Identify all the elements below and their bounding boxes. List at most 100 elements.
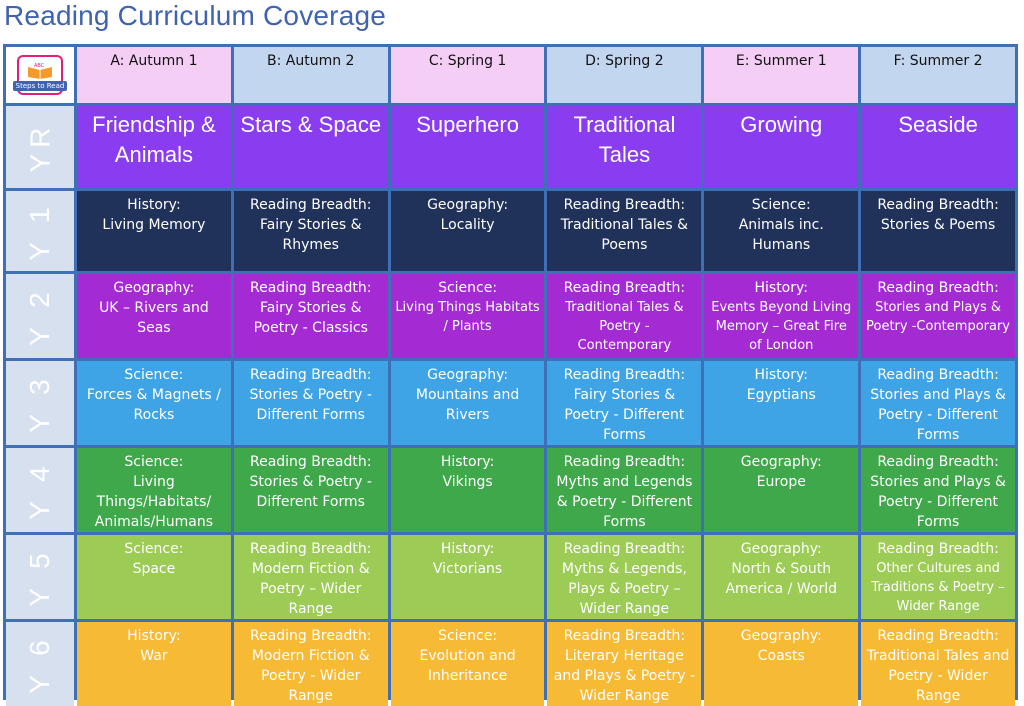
curriculum-cell: Science: Evolution and Inheritance — [390, 622, 545, 706]
cell-subject: Reading Breadth: — [563, 628, 686, 644]
cell-subject: Reading Breadth: — [563, 541, 686, 557]
curriculum-cell: Reading Breadth: Traditional Tales & Poet… — [547, 274, 702, 358]
cell-topic: Locality — [440, 217, 495, 233]
cell-subject: Reading Breadth: — [563, 197, 686, 213]
cell-subject: History: — [440, 541, 495, 557]
curriculum-cell: Geography: North & South America / World — [704, 535, 859, 619]
curriculum-cell: Geography: Mountains and Rivers — [390, 361, 545, 445]
curriculum-cell: History: Victorians — [390, 535, 545, 619]
curriculum-cell: History: Vikings — [390, 448, 545, 532]
column-header: E: Summer 1 — [704, 47, 859, 103]
cell-topic: Stories & Poems — [880, 217, 996, 233]
cell-topic: Other Cultures and Traditions & Poetry –… — [871, 561, 1005, 614]
cell-topic: Fairy Stories & Rhymes — [259, 217, 362, 253]
cell-subject: Geography: — [740, 628, 822, 644]
cell-topic: Traditional Tales & Poetry - Contemporar… — [565, 300, 684, 353]
curriculum-cell: Geography: Coasts — [704, 622, 859, 706]
cell-topic: Stories & Poetry - Different Forms — [249, 474, 372, 510]
curriculum-cell: Reading Breadth: Stories and Plays & Poet… — [861, 274, 1015, 358]
cell-subject: Reading Breadth: — [563, 367, 686, 383]
curriculum-cell: Science: Space — [77, 535, 231, 619]
cell-topic: Myths and Legends & Poetry - Different F… — [556, 474, 693, 530]
curriculum-cell: Reading Breadth: Stories & Poetry - Diffe… — [233, 448, 388, 532]
column-header: C: Spring 1 — [390, 47, 545, 103]
yr-topic: Friendship & Animals — [77, 106, 231, 188]
cell-subject: Geography: — [740, 541, 822, 557]
curriculum-cell: Reading Breadth: Modern Fiction & Poetry … — [233, 622, 388, 706]
curriculum-cell: Reading Breadth: Other Cultures and Tradi… — [861, 535, 1015, 619]
curriculum-cell: History: Events Beyond Living Memory – Gr… — [704, 274, 859, 358]
column-header: B: Autumn 2 — [233, 47, 388, 103]
year-label: YR — [6, 106, 74, 188]
curriculum-cell: Science: Living Things/Habitats/ Animals/… — [77, 448, 231, 532]
cell-subject: History: — [754, 367, 808, 383]
cell-topic: Animals inc. Humans — [738, 217, 824, 253]
cell-subject: Science: — [438, 280, 498, 296]
cell-subject: Reading Breadth: — [249, 367, 372, 383]
cell-subject: Geography: — [427, 367, 509, 383]
cell-subject: Reading Breadth: — [877, 280, 999, 296]
cell-subject: Reading Breadth: — [249, 541, 372, 557]
cell-subject: Reading Breadth: — [249, 280, 372, 296]
page-title: Reading Curriculum Coverage — [4, 0, 387, 31]
cell-topic: War — [140, 648, 168, 664]
cell-subject: Science: — [438, 628, 498, 644]
curriculum-cell: Reading Breadth: Fairy Stories & Poetry -… — [233, 274, 388, 358]
curriculum-cell: Geography: UK – Rivers and Seas — [77, 274, 231, 358]
year-label-text: Y 1 — [24, 201, 55, 261]
curriculum-cell: Science: Living Things Habitats / Plants — [390, 274, 545, 358]
cell-topic: Stories & Poetry - Different Forms — [249, 387, 372, 423]
yr-topic: Growing — [704, 106, 859, 188]
cell-subject: Science: — [124, 367, 184, 383]
cell-topic: Modern Fiction & Poetry - Wider Range — [251, 648, 370, 704]
cell-subject: Reading Breadth: — [877, 541, 999, 557]
column-header: A: Autumn 1 — [77, 47, 231, 103]
year-label: Y 5 — [6, 535, 74, 619]
cell-topic: Myths & Legends, Plays & Poetry – Wider … — [561, 561, 687, 617]
cell-topic: Forces & Magnets / Rocks — [86, 387, 221, 423]
cell-topic: Fairy Stories & Poetry - Different Forms — [564, 387, 685, 443]
column-header: D: Spring 2 — [547, 47, 702, 103]
cell-topic: Modern Fiction & Poetry – Wider Range — [251, 561, 370, 617]
cell-subject: Geography: — [427, 197, 509, 213]
year-label-text: YR — [24, 121, 55, 173]
cell-topic: Events Beyond Living Memory – Great Fire… — [711, 300, 852, 353]
cell-subject: Reading Breadth: — [877, 628, 999, 644]
cell-topic: Victorians — [432, 561, 503, 577]
curriculum-cell: Reading Breadth: Traditional Tales and Po… — [861, 622, 1015, 706]
curriculum-cell: Reading Breadth: Stories and Plays & Poet… — [861, 361, 1015, 445]
curriculum-cell: Reading Breadth: Stories & Poems — [861, 191, 1015, 271]
cell-topic: Evolution and Inheritance — [419, 648, 516, 684]
year-label-text: Y 6 — [24, 634, 55, 694]
curriculum-cell: Science: Animals inc. Humans — [704, 191, 859, 271]
cell-subject: Reading Breadth: — [877, 454, 999, 470]
cell-topic: Living Memory — [102, 217, 206, 233]
curriculum-cell: Reading Breadth: Myths & Legends, Plays &… — [547, 535, 702, 619]
yr-topic: Traditional Tales — [547, 106, 702, 188]
curriculum-cell: Geography: Europe — [704, 448, 859, 532]
cell-topic: Literary Heritage and Plays & Poetry - W… — [553, 648, 696, 704]
cell-topic: Traditional Tales & Poems — [560, 217, 689, 253]
cell-topic: Stories and Plays & Poetry - Different F… — [870, 387, 1006, 443]
cell-subject: Reading Breadth: — [249, 454, 372, 470]
curriculum-cell: Reading Breadth: Myths and Legends & Poet… — [547, 448, 702, 532]
column-header: F: Summer 2 — [861, 47, 1015, 103]
book-icon: ABC — [28, 63, 52, 79]
yr-topic: Superhero — [390, 106, 545, 188]
cell-subject: Reading Breadth: — [249, 628, 372, 644]
cell-subject: History: — [440, 454, 495, 470]
curriculum-cell: Science: Forces & Magnets / Rocks — [77, 361, 231, 445]
cell-topic: Stories and Plays & Poetry -Contemporary — [866, 300, 1010, 334]
curriculum-cell: Reading Breadth: Modern Fiction & Poetry … — [233, 535, 388, 619]
curriculum-cell: Geography: Locality — [390, 191, 545, 271]
cell-topic: Living Things/Habitats/ Animals/Humans — [94, 474, 214, 530]
cell-subject: History: — [754, 280, 808, 296]
cell-topic: Mountains and Rivers — [415, 387, 520, 423]
curriculum-cell: Reading Breadth: Literary Heritage and Pl… — [547, 622, 702, 706]
cell-topic: Traditional Tales and Poetry - Wider Ran… — [866, 648, 1010, 704]
cell-topic: Space — [132, 561, 176, 577]
logo-cell: ABC Steps to Read — [6, 47, 74, 103]
steps-to-read-logo: ABC Steps to Read — [12, 55, 68, 95]
curriculum-cell: Reading Breadth: Fairy Stories & Poetry -… — [547, 361, 702, 445]
cell-subject: Geography: — [113, 280, 195, 296]
